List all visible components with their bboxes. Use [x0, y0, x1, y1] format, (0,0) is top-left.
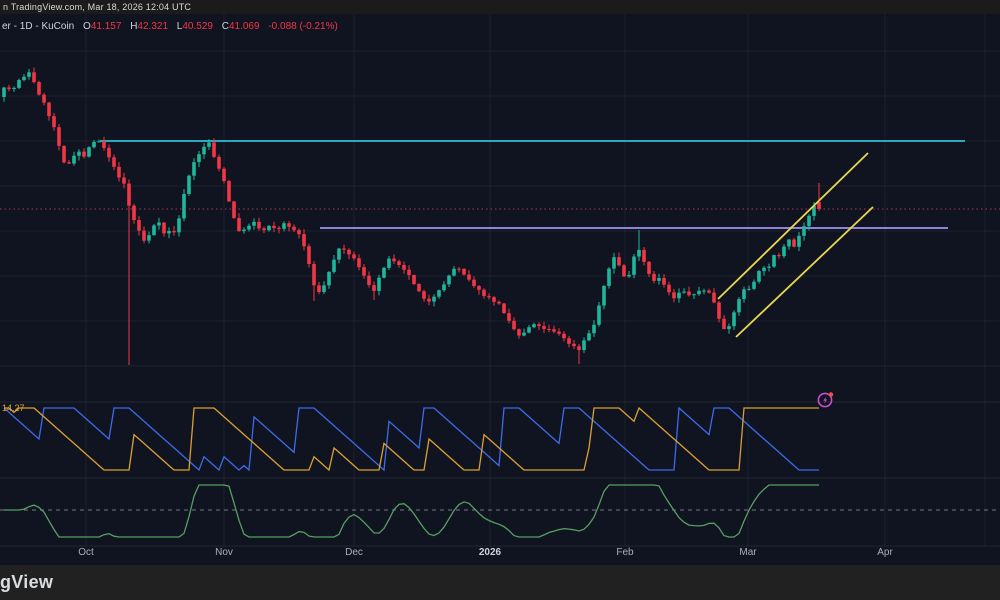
- publish-banner-text: n TradingView.com, Mar 18, 2026 12:04 UT…: [3, 2, 192, 12]
- time-axis[interactable]: Oct Nov Dec 2026 Feb Mar Apr: [0, 547, 1000, 563]
- oscillator-line: [4, 484, 819, 538]
- change-value: -0.088 (-0.21%): [268, 21, 338, 32]
- oscillator-indicator: [0, 484, 1000, 538]
- close-value: 41.069: [228, 21, 260, 32]
- time-axis-label: 2026: [478, 547, 502, 558]
- pane-separators: [0, 401, 1000, 547]
- tradingview-logo[interactable]: gView: [0, 572, 54, 592]
- aroon-down-line: [3, 406, 819, 472]
- open-value: 41.157: [90, 21, 122, 32]
- chart-background: [0, 14, 1000, 565]
- time-axis-label: Dec: [345, 547, 363, 558]
- high-label: H: [130, 21, 138, 32]
- horizontal-levels[interactable]: [100, 140, 965, 229]
- high-value: 42.321: [137, 21, 169, 32]
- time-axis-label: Oct: [78, 547, 94, 558]
- footer-bar: gView: [0, 565, 1000, 600]
- symbol-name: er - 1D - KuCoin: [2, 21, 75, 32]
- ascending-channel-lines[interactable]: [717, 152, 874, 338]
- publish-banner: n TradingView.com, Mar 18, 2026 12:04 UT…: [0, 0, 1000, 14]
- candlestick-series: [2, 67, 821, 365]
- aroon-up-line: [4, 406, 819, 472]
- aroon-indicator: [3, 406, 819, 472]
- open-label: O: [83, 21, 91, 32]
- symbol-info-bar: er - 1D - KuCoin O41.157 H42.321 L40.529…: [2, 21, 338, 32]
- indicator-value-label: 14.27: [2, 403, 25, 413]
- time-axis-label: Mar: [739, 547, 757, 558]
- time-axis-label: Apr: [877, 547, 893, 558]
- time-axis-label: Nov: [215, 547, 233, 558]
- close-label: C: [221, 21, 229, 32]
- low-value: 40.529: [182, 21, 213, 32]
- low-label: L: [176, 21, 183, 32]
- flash-icon[interactable]: [816, 390, 836, 410]
- time-axis-label: Feb: [616, 547, 634, 558]
